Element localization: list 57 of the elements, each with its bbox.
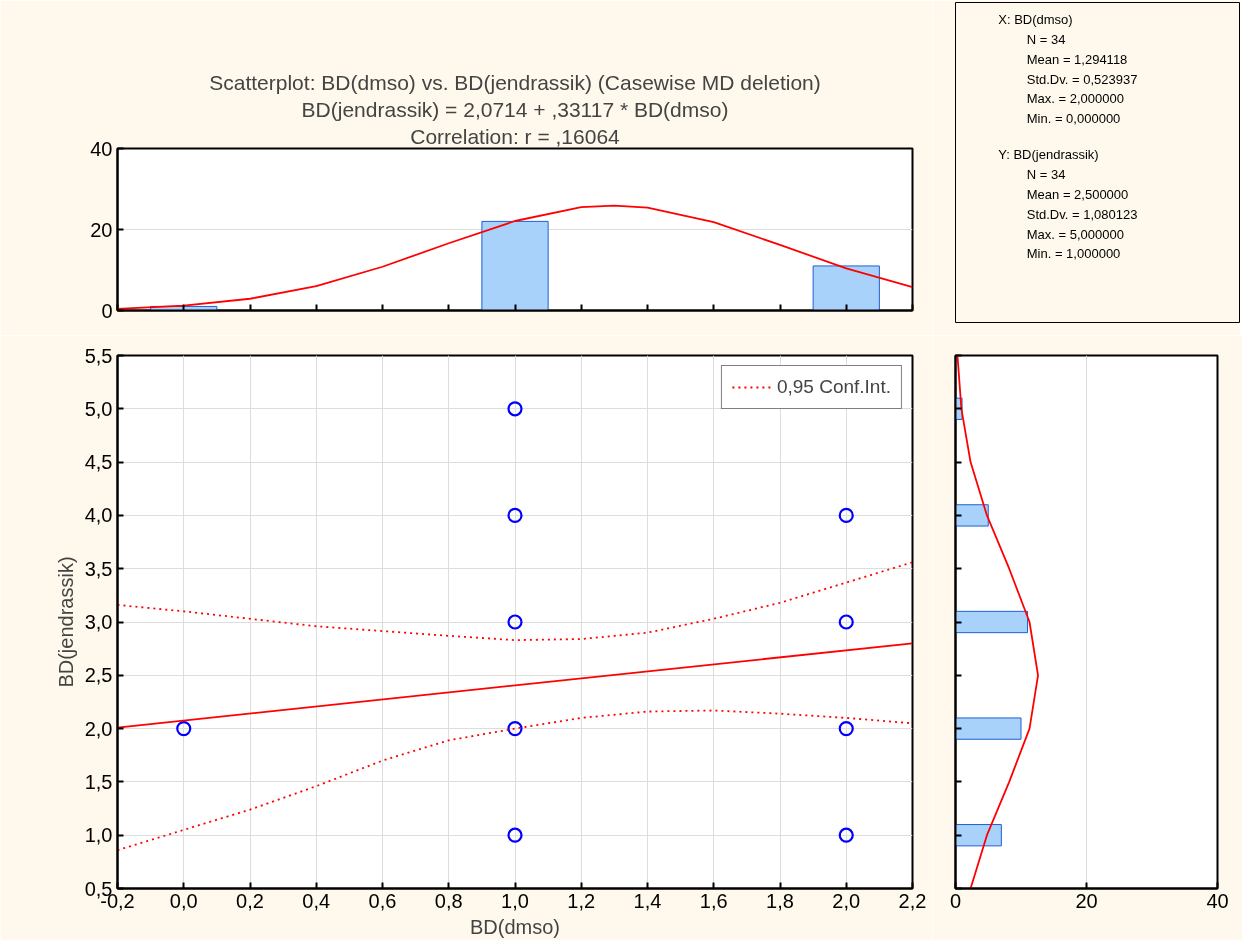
legend-label: 0,95 Conf.Int. — [776, 376, 891, 398]
text: Std.Dv. = 1,080123 — [1026, 206, 1138, 222]
x-tick-label: 40 — [1206, 889, 1229, 912]
x-tick-label: 0,4 — [302, 889, 331, 912]
text: N = 34 — [1026, 166, 1066, 182]
y-tick-label: 1,5 — [84, 770, 113, 793]
point — [507, 401, 523, 417]
y-tick-label: 3,0 — [84, 611, 113, 633]
point — [838, 614, 854, 630]
y-tick-label: 0 — [101, 299, 113, 322]
text: N = 34 — [1026, 31, 1066, 47]
text: Y: BD(jendrassik) — [998, 147, 1099, 163]
y-tick-label: 40 — [90, 137, 113, 160]
x-tick-label: 20 — [1075, 889, 1098, 912]
text: Max. = 2,000000 — [1026, 91, 1124, 107]
y-tick-label: 20 — [90, 218, 113, 241]
text: X: BD(dmso) — [998, 12, 1073, 28]
x-tick-label: 0,0 — [169, 889, 198, 912]
y-tick-label: 3,5 — [84, 557, 113, 580]
text: Mean = 1,294118 — [1026, 51, 1128, 67]
x-tick-label: 1,6 — [699, 889, 728, 912]
chart-title: Scatterplot: BD(dmso) vs. BD(jendrassik) (Casewise MD deletion) — [209, 70, 821, 94]
point — [507, 614, 523, 630]
y-tick-label: 5,5 — [84, 344, 113, 367]
point — [838, 827, 854, 843]
y-tick-label: 2,5 — [84, 664, 113, 687]
x-tick-label: 1,0 — [501, 889, 529, 912]
text: Max. = 5,000000 — [1026, 226, 1124, 242]
y-tick-label: 4,5 — [84, 451, 113, 474]
y-axis-title: BD(jendrassik) — [54, 556, 77, 688]
point — [507, 507, 523, 523]
x-tick-label: 0,6 — [368, 889, 397, 912]
line-series — [117, 561, 913, 642]
point — [507, 827, 523, 843]
text: Min. = 0,000000 — [1026, 111, 1121, 127]
x-tick-label: 2,2 — [898, 889, 927, 912]
text: Std.Dv. = 0,523937 — [1026, 71, 1138, 87]
text: Correlation: r = ,16064 — [410, 124, 621, 148]
x-tick-label: 0 — [949, 889, 962, 912]
y-tick-label: 5,0 — [84, 397, 113, 420]
text: Mean = 2,500000 — [1026, 186, 1129, 202]
point — [838, 721, 854, 737]
point — [176, 721, 192, 737]
y-tick-label: 2,0 — [84, 717, 113, 740]
text: Min. = 1,000000 — [1026, 246, 1121, 262]
x-axis-title: BD(dmso) — [470, 915, 561, 938]
x-tick-label: 0,8 — [434, 889, 463, 912]
x-tick-label: 2,0 — [832, 889, 861, 912]
x-tick-label: 1,2 — [567, 889, 596, 912]
x-tick-label: 1,4 — [633, 889, 662, 912]
x-tick-label: 1,8 — [766, 889, 794, 912]
point — [507, 721, 523, 737]
point — [838, 507, 854, 523]
x-tick-label: 0,2 — [236, 889, 264, 912]
y-tick-label: 4,0 — [84, 504, 113, 527]
chart-subtitle: BD(jendrassik) = 2,0714 + ,33117 * BD(dmso) — [301, 97, 729, 121]
y-tick-label: 1,0 — [84, 824, 113, 847]
